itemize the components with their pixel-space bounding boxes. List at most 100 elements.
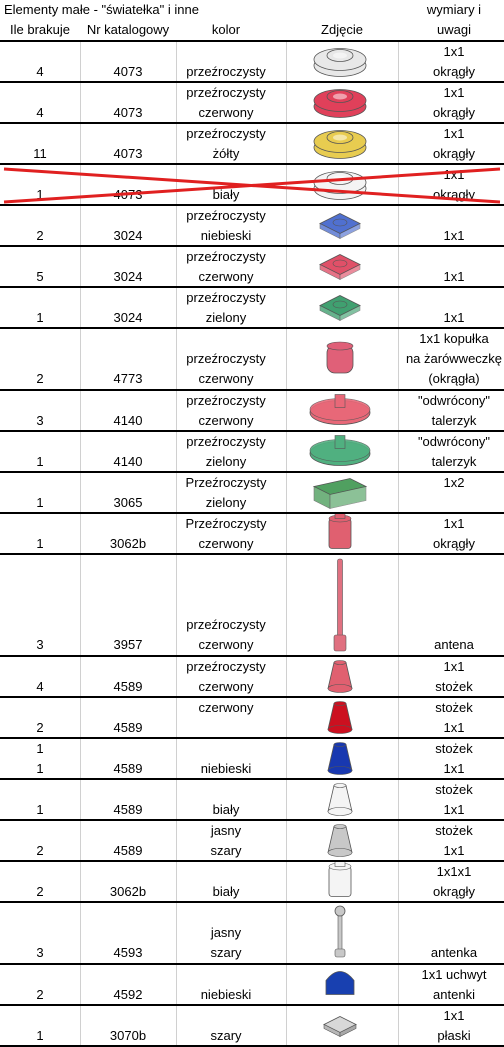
part-photo — [292, 288, 388, 327]
grid-line — [398, 514, 399, 553]
grid-line — [176, 965, 177, 1004]
catalog-number: 3070b — [109, 1027, 147, 1043]
round-brick-red-icon — [328, 514, 352, 549]
color-label: biały — [212, 186, 240, 202]
catalog-number: 4589 — [113, 678, 143, 694]
table-row: 4 4073 przeźroczysty 1x1 okrągły — [0, 42, 504, 83]
dimensions-note: 1x2 — [443, 475, 465, 490]
dimensions-note: "odwrócony" — [417, 434, 491, 449]
grid-line — [176, 247, 177, 286]
missing-count: 4 — [36, 104, 44, 120]
dimensions-note: 1x1 — [443, 760, 465, 776]
header-color: kolor — [211, 22, 241, 37]
color-label: czerwony — [198, 637, 254, 652]
dimensions-note: stożek — [435, 700, 473, 715]
grid-line — [176, 903, 177, 963]
missing-count: 2 — [36, 883, 44, 899]
dimensions-note: 1x1 — [443, 516, 465, 531]
table-row: 1 3065 Przeźroczysty zielony 1x2 — [0, 473, 504, 514]
missing-count: 1 — [36, 309, 44, 325]
part-photo — [292, 247, 388, 286]
round-plate-yellow-icon — [313, 130, 367, 159]
color-label: przeźroczysty — [186, 208, 266, 223]
table-row: 2 4589 czerwony stożek 1x1 — [0, 698, 504, 739]
grid-line — [286, 83, 287, 122]
part-photo — [292, 780, 388, 819]
color-label: czerwony — [198, 700, 254, 715]
color-label: zielony — [205, 494, 247, 510]
cone-blue-icon — [327, 742, 353, 775]
grid-line — [80, 288, 81, 327]
part-photo — [292, 862, 388, 901]
catalog-number: 3062b — [109, 883, 147, 899]
color-label: przeźroczysty — [186, 126, 266, 141]
color-label: niebieski — [200, 760, 252, 776]
missing-count: 1 — [36, 760, 44, 776]
color-label: zielony — [205, 309, 247, 325]
dimensions-note: antenka — [430, 945, 478, 960]
table-row: 2 3062b biały 1x1x1 okrągły — [0, 862, 504, 903]
table-row: 3 4593 jasny szary antenka — [0, 903, 504, 965]
color-label: przeźroczysty — [186, 659, 266, 674]
dimensions-note: 1x1x1 — [436, 864, 472, 879]
table-row: 1 1 4589 niebieski stożek 1x1 — [0, 739, 504, 780]
dimensions-note: talerzyk — [431, 453, 477, 469]
grid-line — [80, 514, 81, 553]
catalog-number: 3065 — [113, 494, 143, 510]
cone-grey-icon — [327, 824, 353, 857]
dimensions-note: płaski — [437, 1027, 471, 1043]
grid-line — [80, 124, 81, 163]
catalog-number: 4073 — [113, 63, 143, 79]
header-dims-2: uwagi — [437, 22, 471, 37]
grid-line — [398, 821, 399, 860]
grid-line — [398, 247, 399, 286]
grid-line — [80, 903, 81, 963]
missing-count: 3 — [36, 637, 44, 652]
color-label: niebieski — [200, 227, 252, 243]
dish-red-icon — [309, 394, 371, 425]
catalog-number: 4140 — [113, 412, 143, 428]
grid-line — [80, 329, 81, 389]
dome-red-icon — [326, 341, 354, 374]
color-label: czerwony — [198, 371, 254, 386]
grid-line — [398, 1006, 399, 1045]
missing-count: 1 — [36, 535, 44, 551]
grid-line — [80, 739, 81, 778]
missing-count: 2 — [36, 371, 44, 386]
missing-count: 5 — [36, 268, 44, 284]
dimensions-note: 1x1 — [443, 801, 465, 817]
table-row: 1 3062b Przeźroczysty czerwony 1x1 okrągły — [0, 514, 504, 555]
dish-green-icon — [309, 435, 371, 466]
part-photo — [292, 514, 388, 553]
grid-line — [176, 206, 177, 245]
round-plate-clear-icon — [313, 48, 367, 77]
part-photo — [292, 821, 388, 860]
dimensions-note: stożek — [435, 823, 473, 838]
table-row: 1 4073 biały 1x1 okrągły — [0, 165, 504, 206]
part-photo — [292, 83, 388, 122]
grid-line — [80, 247, 81, 286]
missing-count: 1 — [36, 741, 44, 756]
grid-line — [286, 329, 287, 389]
grid-line — [176, 165, 177, 204]
part-photo — [292, 903, 388, 963]
dimensions-note: okrągły — [433, 145, 475, 161]
catalog-number: 3024 — [113, 268, 143, 284]
grid-line — [398, 698, 399, 737]
grid-line — [286, 780, 287, 819]
grid-line — [176, 657, 177, 696]
missing-count: 2 — [36, 719, 44, 735]
catalog-number: 4589 — [113, 842, 143, 858]
dimensions-note: 1x1 — [443, 842, 465, 858]
cone-clear-red-icon — [327, 660, 353, 693]
header-dims-1: wymiary i — [426, 2, 482, 17]
table-row: 2 4773 przeźroczysty czerwony 1x1 kopułka na … — [0, 329, 504, 391]
missing-count: 2 — [36, 227, 44, 243]
catalog-number: 4589 — [113, 719, 143, 735]
grid-line — [286, 391, 287, 430]
grid-line — [286, 514, 287, 553]
dimensions-note: antena — [434, 637, 474, 652]
part-photo — [292, 391, 388, 430]
catalog-number: 4073 — [113, 186, 143, 202]
grid-line — [398, 165, 399, 204]
